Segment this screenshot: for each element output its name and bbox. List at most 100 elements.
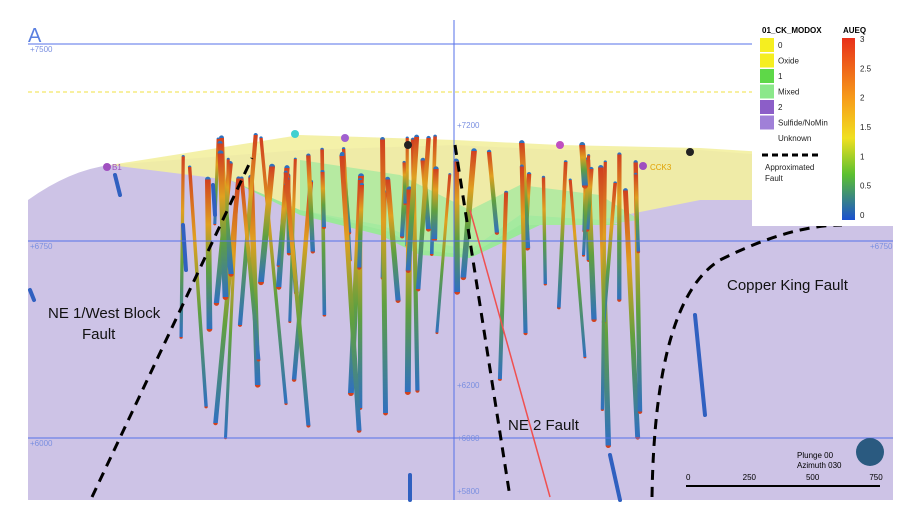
scale-label: 250 xyxy=(743,473,757,482)
colorbar-tick-label: 1.5 xyxy=(860,123,872,132)
legend-label: Approximated xyxy=(765,163,814,172)
legend-title: 01_CK_MODOX xyxy=(762,26,822,35)
legend-swatch xyxy=(760,115,774,130)
drillhole xyxy=(486,149,500,235)
legend-panel xyxy=(752,26,893,226)
orientation-globe xyxy=(856,438,884,466)
drillhole xyxy=(435,173,452,335)
scale-label: 750 xyxy=(869,473,883,482)
drillhole xyxy=(187,165,208,409)
legend-label: Oxide xyxy=(778,57,799,66)
drillhole xyxy=(415,135,431,292)
elevation-label: +6750 xyxy=(30,242,53,251)
scale-label: 0 xyxy=(686,473,691,482)
elevation-label: +6000 xyxy=(457,434,480,443)
fault-line xyxy=(90,157,254,498)
colorbar-title: AUEQ xyxy=(843,26,866,35)
fault-label: Fault xyxy=(82,326,116,343)
drillhole xyxy=(205,176,213,332)
drillhole xyxy=(405,134,420,273)
legend-label: 2 xyxy=(778,103,783,112)
view-plunge: Plunge 00 xyxy=(797,451,834,460)
collar xyxy=(404,141,412,149)
drillhole xyxy=(306,153,316,254)
legend-swatch xyxy=(760,84,774,99)
legend-label: 1 xyxy=(778,72,783,81)
colorbar-tick-label: 1 xyxy=(860,152,865,161)
drillhole xyxy=(181,223,188,272)
colorbar-tick-label: 2 xyxy=(860,94,865,103)
drillhole xyxy=(291,179,314,382)
colorbar xyxy=(842,38,855,220)
elevation-label: +6200 xyxy=(457,381,480,390)
collar xyxy=(639,162,647,170)
drillhole xyxy=(431,166,439,242)
drillhole xyxy=(568,178,587,359)
drillhole xyxy=(541,175,547,286)
drillhole xyxy=(357,182,365,270)
view-azimuth: Azimuth 030 xyxy=(797,461,842,470)
drillhole xyxy=(320,169,326,230)
legend-label: Sulfide/NoMin xyxy=(778,119,828,128)
drillhole xyxy=(385,176,401,303)
collar xyxy=(686,148,694,156)
drillholes xyxy=(28,130,707,502)
drillhole xyxy=(259,136,288,406)
fault-label: Copper King Fault xyxy=(727,277,849,294)
drillhole xyxy=(693,313,707,417)
drillhole xyxy=(276,183,288,267)
legend-swatch xyxy=(760,38,774,52)
drillhole xyxy=(601,181,617,324)
elevation-label: +7200 xyxy=(457,121,480,130)
fault-line xyxy=(453,144,512,498)
legend-swatch xyxy=(760,100,774,114)
drillhole xyxy=(497,190,509,381)
elevation-label: +6000 xyxy=(30,439,53,448)
legend-label: Fault xyxy=(765,174,784,183)
drillhole xyxy=(460,148,477,281)
drillhole xyxy=(453,158,461,295)
drillhole xyxy=(579,142,588,189)
drillhole xyxy=(519,140,531,251)
collar xyxy=(291,130,299,138)
drillhole xyxy=(28,288,36,302)
fault-label: NE 2 Fault xyxy=(508,417,580,434)
drillhole xyxy=(239,176,261,362)
elevation-label: +5800 xyxy=(457,487,480,496)
section-trace xyxy=(469,209,551,498)
drillhole xyxy=(633,172,641,254)
collar xyxy=(556,141,564,149)
legend-swatch xyxy=(760,69,774,83)
collar xyxy=(341,134,349,142)
drillhole xyxy=(113,173,122,197)
colorbar-tick-label: 3 xyxy=(860,35,865,44)
legend: 01_CK_MODOX AUEQ 0 Oxide 1 Mixed 2 Sulfide/No… xyxy=(752,26,893,226)
drillhole xyxy=(608,453,622,502)
fault-line xyxy=(650,223,843,498)
legend-label: 0 xyxy=(778,41,783,50)
section-label: A xyxy=(28,25,42,47)
drillhole xyxy=(339,153,362,433)
elevation-label: +7500 xyxy=(30,45,53,54)
colorbar-tick-label: 2.5 xyxy=(860,64,872,73)
drillhole xyxy=(581,154,591,257)
drillhole xyxy=(217,150,229,301)
legend-swatch xyxy=(760,131,774,145)
drillhole-label: CCK3 xyxy=(650,163,672,172)
legend-label: Mixed xyxy=(778,88,799,97)
colorbar-tick-label: 0 xyxy=(860,211,865,220)
colorbar-tick-label: 0.5 xyxy=(860,182,872,191)
drillhole xyxy=(585,166,594,232)
drillhole xyxy=(211,183,217,217)
drillhole xyxy=(556,160,568,310)
drillhole xyxy=(380,137,389,416)
drillhole xyxy=(283,170,311,428)
drillhole xyxy=(402,160,407,206)
faults xyxy=(90,144,843,498)
fault-label: NE 1/West Block xyxy=(48,305,161,322)
drillhole xyxy=(213,176,241,426)
drillhole xyxy=(622,188,641,440)
drillhole-label: B1 xyxy=(112,163,122,172)
elevation-label: +6750 xyxy=(870,242,893,251)
drillhole xyxy=(600,160,607,411)
